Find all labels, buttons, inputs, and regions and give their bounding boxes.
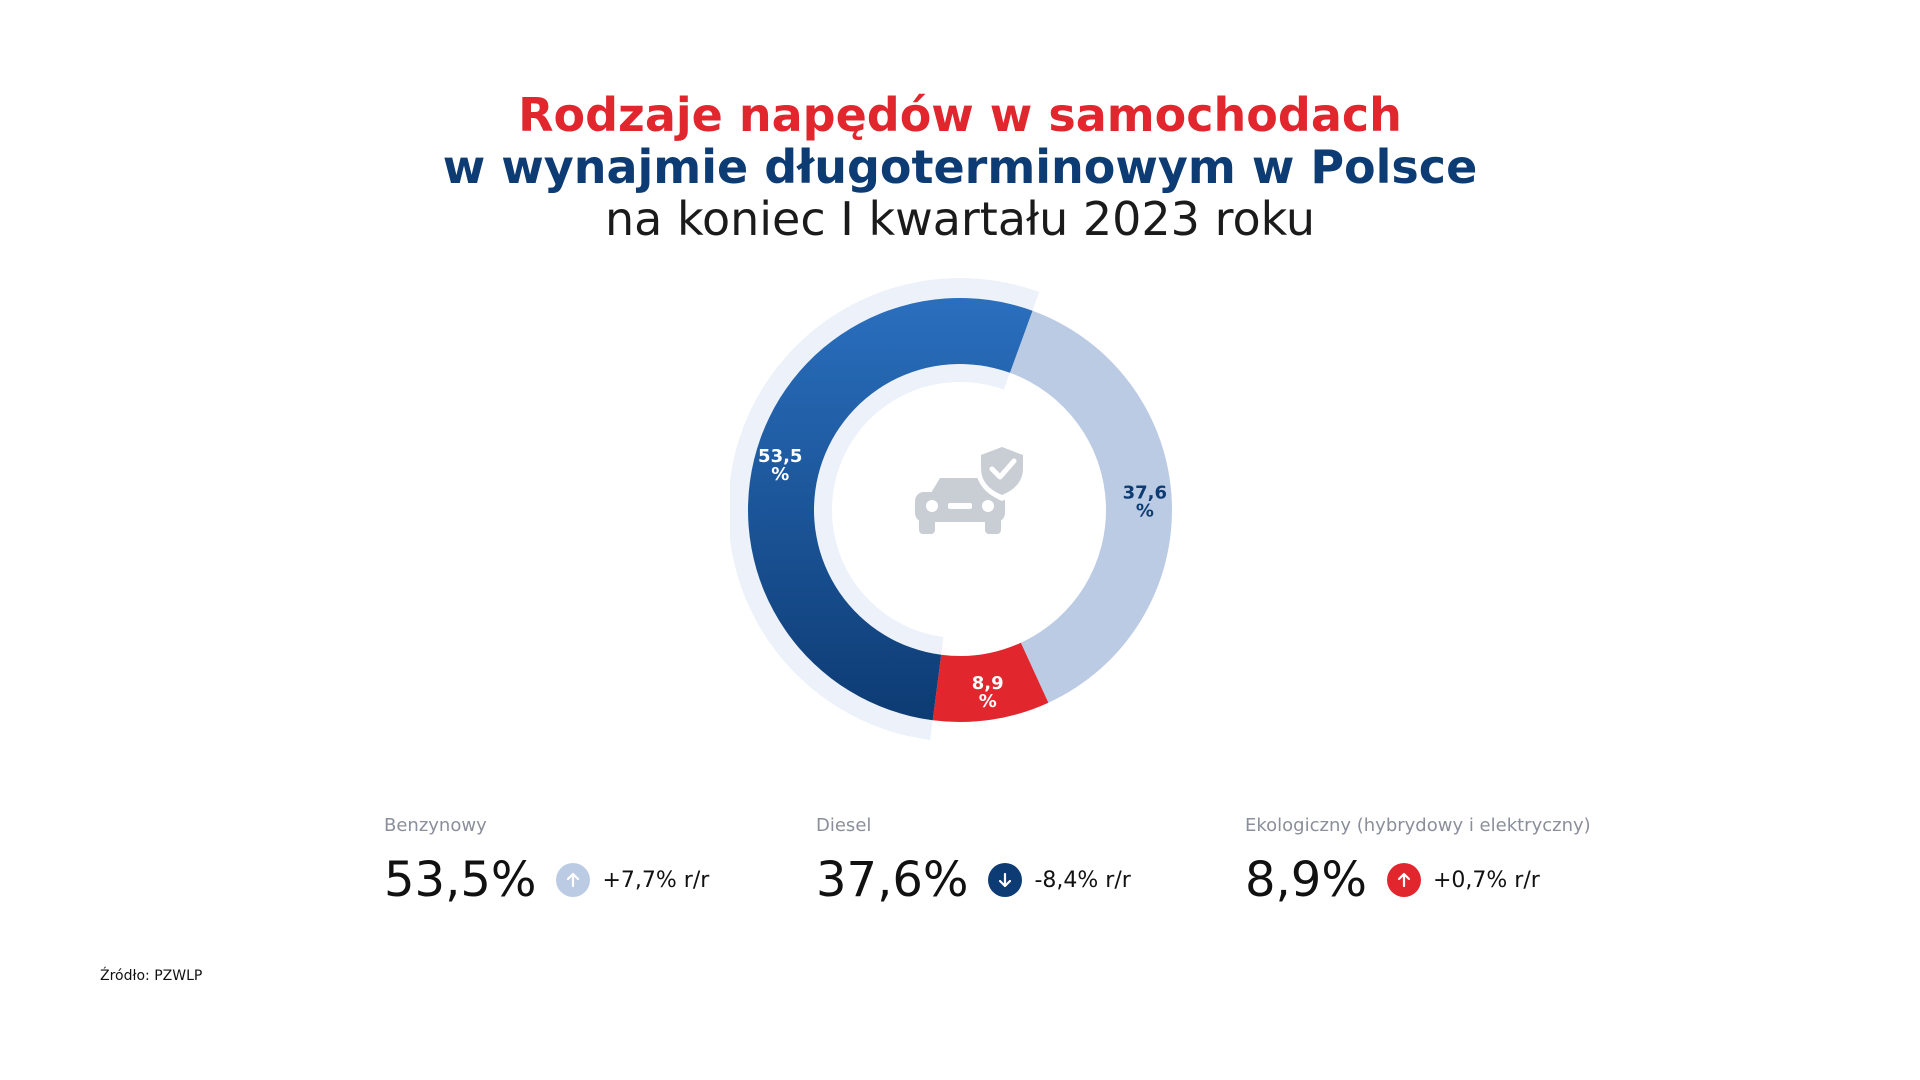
source-note: Źródło: PZWLP bbox=[100, 968, 203, 984]
slice-ekologiczny bbox=[932, 642, 1049, 722]
slice-diesel bbox=[1009, 310, 1172, 703]
stat-label: Ekologiczny (hybrydowy i elektryczny) bbox=[1245, 815, 1591, 836]
stat-value: 53,5% bbox=[384, 852, 537, 908]
stat-label: Benzynowy bbox=[384, 815, 487, 836]
slice-label: 53,5% bbox=[758, 446, 802, 485]
slice-benzynowy bbox=[748, 298, 1033, 721]
donut-chart: 53,5 % 37,6 % 8,9% bbox=[730, 278, 1172, 741]
stat-benzynowy: Benzynowy 53,5% +7,7% r/r bbox=[384, 815, 709, 910]
stat-value: 37,6% bbox=[816, 852, 969, 908]
stat-diesel: Diesel 37,6% -8,4% r/r bbox=[816, 815, 1131, 910]
arrow-down-icon bbox=[988, 863, 1023, 897]
chart-title-line-1: Rodzaje napędów w samochodach bbox=[518, 88, 1402, 142]
stat-change: +0,7% r/r bbox=[1432, 867, 1540, 893]
stat-ekologiczny: Ekologiczny (hybrydowy i elektryczny) 8,… bbox=[1245, 815, 1591, 910]
stat-value: 8,9% bbox=[1245, 852, 1367, 908]
chart-subtitle: na koniec I kwartału 2023 roku bbox=[605, 192, 1315, 246]
slice-label: 37,6% bbox=[1123, 483, 1167, 522]
arrow-up-icon bbox=[1386, 863, 1421, 897]
stat-change: -8,4% r/r bbox=[1034, 867, 1131, 893]
stat-label: Diesel bbox=[816, 815, 872, 836]
car-shield-check-icon bbox=[915, 442, 1028, 534]
slice-label: 8,9% bbox=[972, 673, 1004, 712]
stat-change: +7,7% r/r bbox=[602, 867, 710, 893]
chart-title-line-2: w wynajmie długoterminowym w Polsce bbox=[442, 140, 1478, 194]
arrow-up-icon bbox=[556, 863, 591, 897]
